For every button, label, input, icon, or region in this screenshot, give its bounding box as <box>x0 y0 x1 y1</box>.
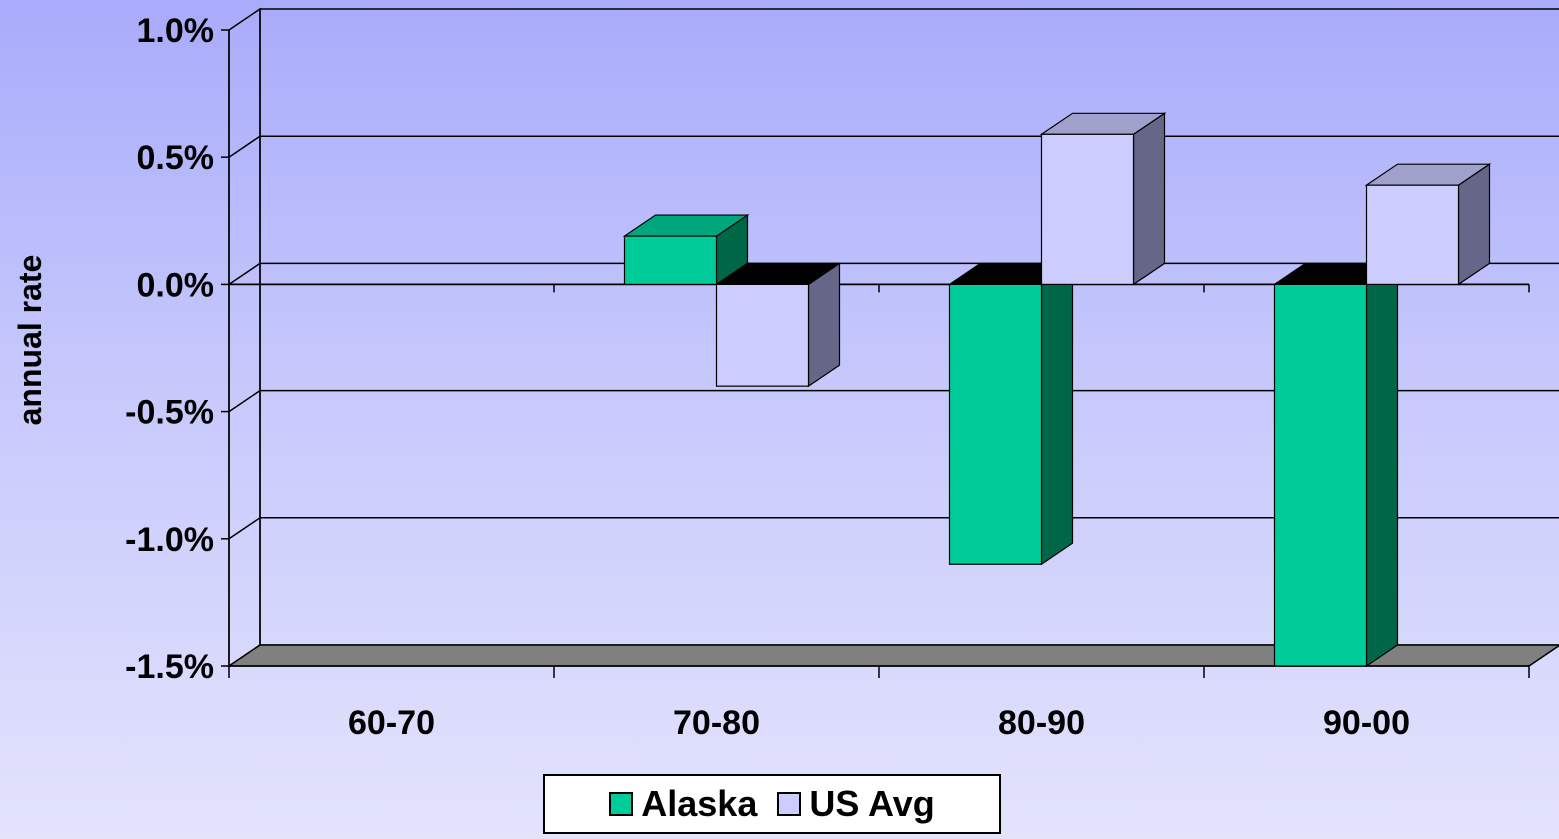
bar-side <box>1132 112 1166 286</box>
y-tick-label: 1.0% <box>137 12 215 50</box>
y-axis-title: annual rate <box>12 255 48 426</box>
y-tick-labels: 1.0% 0.5% 0.0% -0.5% -1.0% -1.5% <box>125 12 214 686</box>
gridline <box>228 389 1559 413</box>
x-tick-labels: 60-70 70-80 80-90 90-00 <box>348 704 1410 742</box>
legend-item-us-avg: US Avg <box>777 783 935 825</box>
legend-item-alaska: Alaska <box>609 783 757 825</box>
y-tick-label: -1.0% <box>125 521 214 559</box>
bar-front <box>623 235 718 285</box>
bars <box>622 112 1492 668</box>
bar-alaska-70-80 <box>622 213 750 286</box>
gridline <box>228 517 1559 540</box>
bar-front <box>1040 133 1135 285</box>
y-tick-label: -0.5% <box>125 394 214 432</box>
legend: Alaska US Avg <box>543 774 1001 834</box>
legend-swatch-alaska <box>609 792 634 816</box>
bar-alaska-80-90 <box>947 262 1075 566</box>
bar-side <box>1365 262 1399 668</box>
gridline <box>228 135 1559 158</box>
bar-front <box>715 283 810 387</box>
bar-us-avg-70-80 <box>714 262 842 388</box>
y-tick-label: 0.5% <box>137 139 215 177</box>
x-tick-label: 60-70 <box>348 704 435 742</box>
x-tick-label: 70-80 <box>673 704 760 742</box>
bar-us-avg-80-90 <box>1039 112 1167 286</box>
legend-label-alaska: Alaska <box>641 783 758 824</box>
bar-us-avg-90-00 <box>1364 163 1492 286</box>
bar-side <box>1040 262 1074 566</box>
side-wall <box>228 7 261 668</box>
legend-swatch-us-avg <box>777 792 802 816</box>
y-tick-label: -1.5% <box>125 648 214 686</box>
bar-alaska-90-00 <box>1272 262 1400 668</box>
bar-front <box>1273 283 1368 667</box>
y-tick-label: 0.0% <box>137 266 215 304</box>
x-tick-label: 90-00 <box>1323 704 1410 742</box>
x-tick-label: 80-90 <box>998 704 1085 742</box>
bar-front <box>948 283 1043 565</box>
bar-front <box>1365 184 1460 286</box>
legend-label-us-avg: US Avg <box>809 783 935 824</box>
